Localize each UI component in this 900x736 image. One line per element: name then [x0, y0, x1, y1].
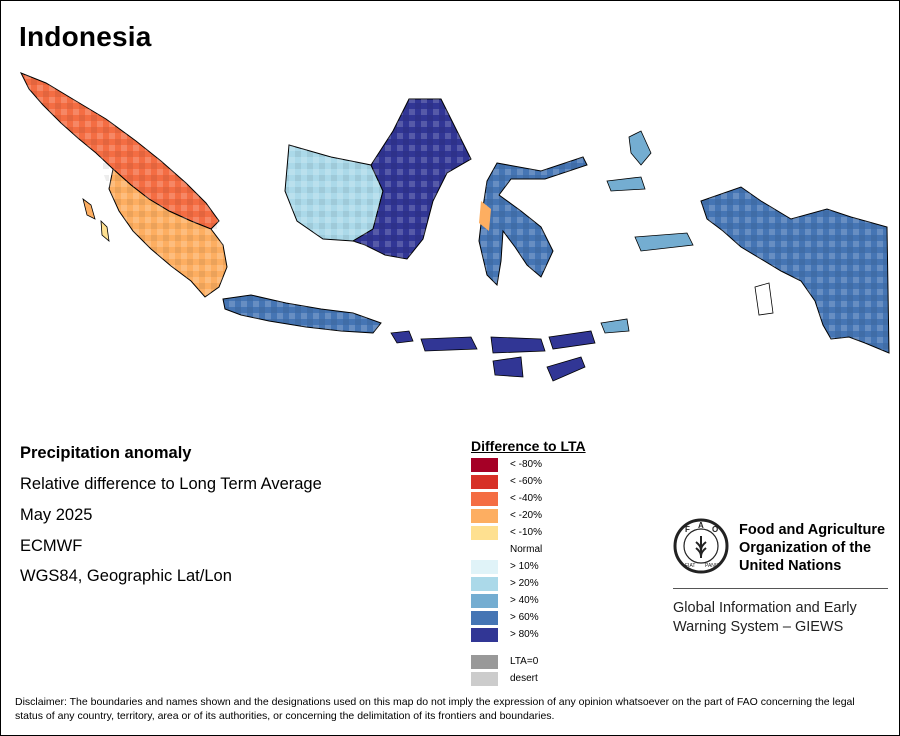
region-maluku — [634, 232, 694, 252]
legend-label: < -60% — [510, 476, 542, 487]
divider — [673, 588, 888, 589]
svg-text:A: A — [698, 521, 704, 530]
legend-swatch — [471, 458, 498, 472]
legend-label: LTA=0 — [510, 656, 539, 667]
region-nusa-tenggara — [420, 336, 478, 352]
legend-title: Difference to LTA — [471, 438, 586, 454]
map-date: May 2025 — [20, 506, 93, 524]
precipitation-map — [1, 61, 899, 401]
map-title: Indonesia — [19, 21, 152, 52]
region-maluku — [606, 176, 646, 192]
legend-swatch — [471, 543, 498, 557]
svg-text:F: F — [685, 525, 690, 534]
legend-swatch — [471, 594, 498, 608]
region-nusa-tenggara — [492, 356, 524, 378]
svg-text:FIAT: FIAT — [685, 563, 695, 569]
island-sulawesi — [478, 156, 588, 287]
legend-label: < -20% — [510, 510, 542, 521]
region-nusa-tenggara — [546, 356, 586, 382]
island-java — [222, 294, 382, 334]
svg-text:PANIS: PANIS — [705, 563, 720, 569]
fao-logo-icon: F A O FIAT PANIS — [673, 518, 729, 574]
legend-swatch — [471, 672, 498, 686]
legend-label: < -40% — [510, 493, 542, 504]
legend-label: < -80% — [510, 459, 542, 470]
legend-label: > 40% — [510, 595, 539, 606]
region-nusa-tenggara — [490, 336, 546, 354]
legend-swatch — [471, 475, 498, 489]
legend-swatch — [471, 560, 498, 574]
region-nusa-tenggara — [390, 330, 414, 344]
island-sumatra — [19, 72, 228, 298]
legend-label: > 80% — [510, 629, 539, 640]
legend-swatch — [471, 577, 498, 591]
map-projection: WGS84, Geographic Lat/Lon — [20, 567, 232, 585]
forecast-model: ECMWF — [20, 537, 83, 555]
region-maluku — [600, 318, 630, 334]
legend-swatch — [471, 509, 498, 523]
legend-label: > 20% — [510, 578, 539, 589]
giews-line-2: Warning System – GIEWS — [673, 619, 844, 635]
map-heading: Precipitation anomaly — [20, 444, 192, 462]
legend-swatch — [471, 492, 498, 506]
disclaimer: Disclaimer: The boundaries and names sho… — [15, 696, 855, 722]
legend-label: > 10% — [510, 561, 539, 572]
legend-label: desert — [510, 673, 538, 684]
region-maluku — [628, 130, 652, 166]
giews-line-1: Global Information and Early — [673, 600, 857, 616]
island-papua — [700, 186, 890, 354]
island-kalimantan — [284, 98, 472, 260]
org-name-line-3: United Nations — [739, 558, 842, 574]
legend-swatch — [471, 655, 498, 669]
legend-swatch — [471, 526, 498, 540]
island-maluku — [600, 130, 694, 334]
legend-label: Normal — [510, 544, 543, 555]
org-name-line-2: Organization of the — [739, 540, 872, 556]
region-nusa-tenggara — [548, 330, 596, 350]
legend-label: < -10% — [510, 527, 542, 538]
legend-label: > 60% — [510, 612, 539, 623]
island-nusa-tenggara — [390, 330, 596, 382]
legend-swatch — [471, 628, 498, 642]
map-subtitle: Relative difference to Long Term Average — [20, 475, 322, 493]
org-name-line-1: Food and Agriculture — [739, 522, 886, 538]
svg-text:O: O — [712, 525, 718, 534]
legend-swatch — [471, 611, 498, 625]
